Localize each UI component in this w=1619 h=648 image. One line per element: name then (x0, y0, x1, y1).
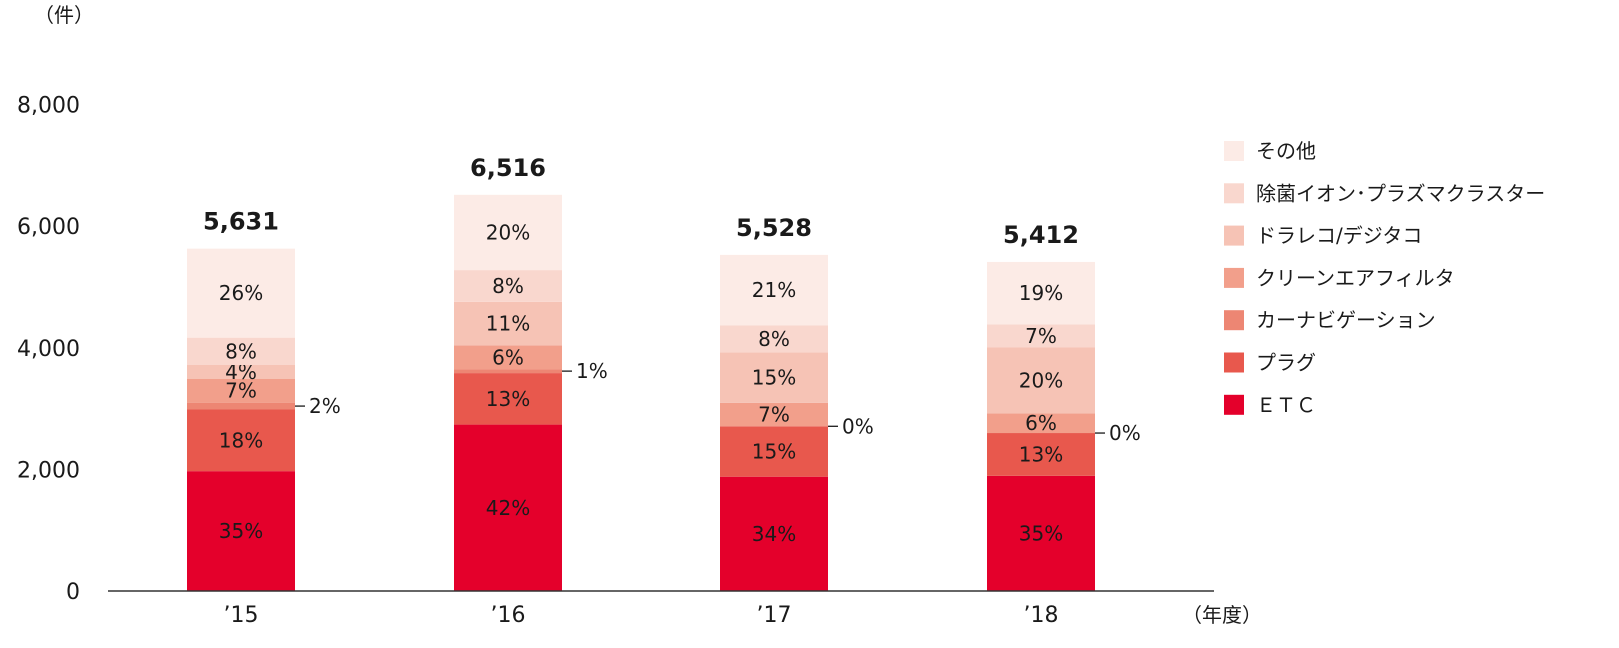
legend-item: カーナビゲーション (1224, 308, 1436, 332)
legend-label: クリーンエアフィルタ (1256, 266, 1455, 290)
bar-segment (987, 347, 1095, 414)
segment-percent-label: 6% (492, 345, 524, 369)
segment-percent-label: 13% (1019, 442, 1063, 466)
bar-segment (987, 261, 1095, 325)
bar-segment (454, 345, 562, 370)
bar-segment (187, 409, 295, 472)
segment-percent-label: 26% (219, 281, 263, 305)
bar-segment (720, 254, 828, 326)
legend: その他除菌イオン･プラズマクラスタードラレコ/デジタコクリーンエアフィルタカーナ… (1224, 139, 1545, 417)
bar-stack: 34% 15% 0% 7% 15% 8% 21% 5,528 (720, 214, 874, 591)
segment-percent-label: 20% (486, 220, 530, 244)
bar-total-label: 5,528 (736, 214, 812, 242)
legend-label: カーナビゲーション (1256, 308, 1436, 332)
segment-percent-label: 18% (219, 428, 263, 452)
bar-segment (187, 337, 295, 366)
legend-label: ＥＴＣ (1256, 393, 1316, 417)
segment-percent-label: 7% (1025, 324, 1057, 348)
legend-item: 除菌イオン･プラズマクラスター (1224, 181, 1545, 205)
legend-swatch (1224, 141, 1244, 161)
bar-segment (720, 352, 828, 403)
y-axis-ticks: 0 2,000 4,000 6,000 8,000 (17, 94, 80, 605)
bar-segment (187, 402, 295, 410)
bar-segment (187, 378, 295, 403)
bar-segment (454, 270, 562, 302)
segment-percent-label: 2% (309, 394, 341, 418)
segment-percent-label: 7% (758, 403, 790, 427)
bar-segment (454, 194, 562, 271)
bar-segment (987, 433, 1095, 476)
bar-segment (187, 365, 295, 379)
y-tick-label: 6,000 (17, 215, 80, 240)
bar-segment (187, 248, 295, 338)
bar-stack: 35% 13% 0% 6% 20% 7% 19% 5,412 (987, 221, 1141, 591)
y-tick-label: 8,000 (17, 94, 80, 119)
legend-swatch (1224, 352, 1244, 373)
legend-swatch (1224, 267, 1244, 288)
x-axis-ticks: ’15 ’16 ’17 ’18 (224, 603, 1059, 628)
bar-segment (987, 324, 1095, 348)
x-tick-label: ’16 (491, 603, 526, 628)
segment-percent-label: 35% (219, 519, 263, 543)
bar-segment (720, 426, 828, 477)
bar-total-label: 5,631 (203, 208, 279, 236)
x-tick-label: ’17 (757, 603, 792, 628)
segment-percent-label: 0% (1109, 421, 1141, 445)
segment-percent-label: 11% (486, 312, 530, 336)
segment-percent-label: 15% (752, 439, 796, 463)
segment-percent-label: 20% (1019, 368, 1063, 392)
bar-total-label: 6,516 (470, 154, 546, 182)
legend-item: その他 (1224, 139, 1316, 163)
bar-total-label: 5,412 (1003, 221, 1079, 249)
x-axis-unit-label: （年度） (1182, 603, 1262, 627)
legend-swatch (1224, 183, 1244, 204)
segment-percent-label: 13% (486, 387, 530, 411)
segment-percent-label: 35% (1019, 521, 1063, 545)
bar-segment (187, 471, 295, 591)
segment-percent-label: 8% (492, 274, 524, 298)
legend-item: プラグ (1224, 351, 1316, 375)
y-tick-label: 0 (66, 580, 80, 605)
y-axis-unit-label: （件） (34, 3, 94, 27)
legend-item: ＥＴＣ (1224, 393, 1316, 417)
bar-segment (987, 413, 1095, 434)
bars-group: 35%18%2%7%4%8%26%5,63142%13%1%6%11%8%20%… (187, 154, 1141, 591)
bar-segment (987, 475, 1095, 591)
legend-label: その他 (1256, 139, 1316, 163)
legend-item: クリーンエアフィルタ (1224, 266, 1455, 290)
segment-percent-label: 19% (1019, 281, 1063, 305)
bar-segment (454, 373, 562, 425)
legend-swatch (1224, 310, 1244, 331)
legend-label: プラグ (1256, 351, 1316, 375)
bar-segment (720, 476, 828, 591)
bar-segment (454, 301, 562, 346)
bar-stack: 42% 13% 1% 6% 11% 8% 20% 6,516 (454, 154, 608, 591)
bar-segment (454, 424, 562, 591)
segment-percent-label: 21% (752, 278, 796, 302)
legend-swatch (1224, 394, 1244, 415)
segment-percent-label: 6% (1025, 411, 1057, 435)
segment-percent-label: 42% (486, 496, 530, 520)
legend-item: ドラレコ/デジタコ (1224, 224, 1422, 248)
segment-percent-label: 8% (225, 339, 257, 363)
segment-percent-label: 1% (576, 359, 608, 383)
segment-percent-label: 0% (842, 414, 874, 438)
x-tick-label: ’15 (224, 603, 259, 628)
legend-swatch (1224, 225, 1244, 246)
bar-stack: 35%18%2%7%4%8%26%5,631 (187, 208, 341, 591)
y-tick-label: 2,000 (17, 458, 80, 483)
legend-label: 除菌イオン･プラズマクラスター (1256, 181, 1545, 205)
x-tick-label: ’18 (1024, 603, 1059, 628)
bar-segment (720, 325, 828, 353)
legend-label: ドラレコ/デジタコ (1256, 224, 1422, 248)
segment-percent-label: 8% (758, 327, 790, 351)
y-tick-label: 4,000 (17, 337, 80, 362)
segment-percent-label: 7% (225, 379, 257, 403)
segment-percent-label: 34% (752, 522, 796, 546)
bar-segment (720, 402, 828, 427)
bar-segment (454, 369, 562, 374)
segment-percent-label: 15% (752, 366, 796, 390)
